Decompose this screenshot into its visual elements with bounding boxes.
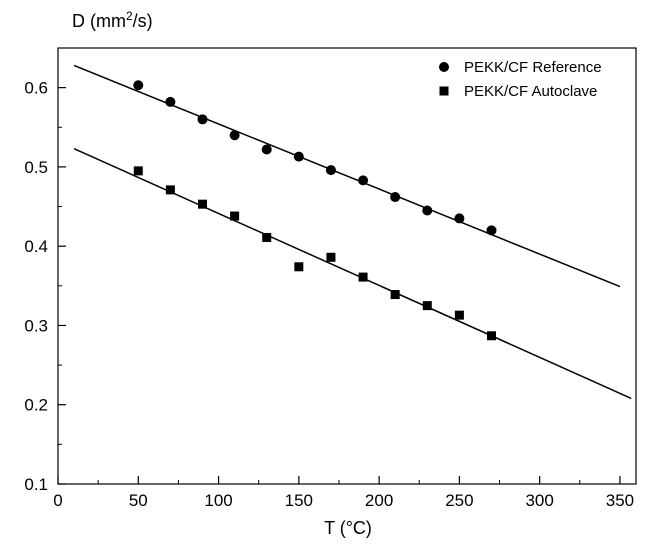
data-point-autoclave (230, 211, 240, 221)
x-tick-label: 350 (606, 491, 634, 510)
y-tick-label: 0.3 (24, 316, 48, 335)
data-point-reference (390, 192, 401, 203)
legend-label-autoclave: PEKK/CF Autoclave (464, 83, 597, 100)
x-tick-label: 150 (285, 491, 313, 510)
data-point-reference (261, 144, 272, 155)
y-tick-label: 0.1 (24, 475, 48, 494)
data-point-autoclave (133, 166, 143, 176)
data-point-reference (325, 165, 336, 176)
data-point-reference (293, 151, 304, 162)
data-point-autoclave (454, 310, 464, 320)
data-point-autoclave (294, 262, 304, 272)
y-axis-label: D (mm2/s) (72, 9, 153, 31)
x-tick-label: 0 (53, 491, 62, 510)
data-point-autoclave (422, 301, 432, 311)
data-point-reference (165, 96, 176, 107)
data-point-autoclave (390, 290, 400, 300)
data-point-reference (229, 130, 240, 141)
data-point-reference (454, 213, 465, 224)
data-point-autoclave (487, 331, 496, 341)
data-point-autoclave (326, 252, 336, 262)
legend-marker-autoclave (439, 86, 449, 96)
y-tick-label: 0.4 (24, 237, 48, 256)
y-tick-label: 0.5 (24, 158, 48, 177)
fit-lines (73, 64, 632, 400)
y-tick-label: 0.6 (24, 79, 48, 98)
data-point-reference (133, 80, 144, 91)
data-point-reference (486, 225, 497, 236)
y-axis-label-sup: 2 (126, 9, 133, 23)
x-tick-label: 300 (525, 491, 553, 510)
fit-line-autoclave (73, 147, 632, 400)
x-tick-label: 250 (445, 491, 473, 510)
x-tick-label: 50 (129, 491, 148, 510)
axes (57, 47, 637, 485)
data-point-autoclave (165, 185, 175, 195)
x-tick-label: 200 (365, 491, 393, 510)
y-axis-label-tail: /s) (133, 11, 153, 31)
data-point-autoclave (198, 199, 207, 209)
legend-label-reference: PEKK/CF Reference (464, 59, 602, 76)
y-axis-label-base: D (mm (72, 11, 126, 31)
x-tick-label: 100 (204, 491, 232, 510)
x-axis-label: T (°C) (324, 518, 372, 538)
fit-line-reference (73, 64, 621, 288)
y-tick-label: 0.2 (24, 396, 48, 415)
data-point-autoclave (358, 272, 368, 282)
legend: PEKK/CF Reference PEKK/CF Autoclave (439, 59, 602, 100)
data-point-reference (358, 175, 369, 186)
ticks: 0 50 100 150 200 250 300 350 0.1 0.2 0.3 0.4 0.5 0.6 (24, 79, 634, 510)
data-point-reference (197, 114, 208, 125)
data-points (133, 80, 497, 341)
data-point-autoclave (262, 232, 272, 242)
legend-marker-reference (439, 62, 449, 72)
plot-frame (57, 47, 637, 485)
data-point-reference (422, 205, 433, 216)
